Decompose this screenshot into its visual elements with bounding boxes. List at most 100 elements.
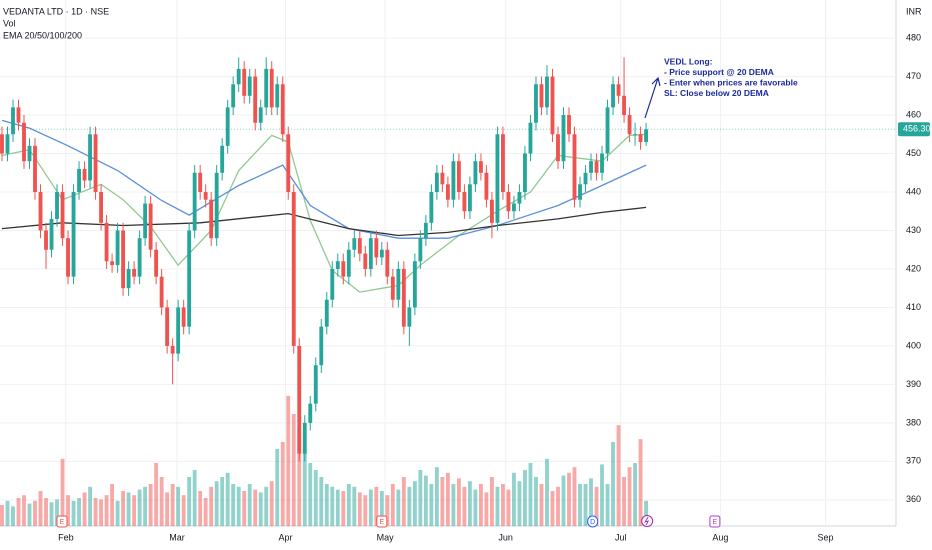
- candle-body: [44, 230, 48, 250]
- volume-bar: [187, 477, 192, 526]
- volume-bar: [445, 472, 450, 526]
- volume-bar: [225, 472, 230, 526]
- candle-body: [38, 192, 43, 231]
- candle-body: [324, 299, 329, 327]
- event-marker: [587, 515, 599, 528]
- y-tick-label: 460: [906, 109, 921, 119]
- candle-body: [534, 84, 538, 123]
- ema-lines: [1, 119, 647, 293]
- candle-body: [517, 192, 522, 204]
- volume-bar: [352, 486, 357, 526]
- candle-body: [490, 199, 494, 223]
- volume-bar: [539, 484, 544, 526]
- split-icon: [644, 516, 650, 526]
- volume-bar: [110, 484, 115, 526]
- volume-bar: [473, 489, 478, 526]
- volume: [0, 395, 648, 526]
- volume-bar: [423, 475, 428, 526]
- volume-bar: [374, 486, 379, 526]
- volume-bar: [214, 481, 219, 526]
- candle-body: [308, 403, 313, 423]
- candle-body: [11, 107, 15, 135]
- candle-body: [363, 253, 368, 269]
- volume-bar: [324, 484, 329, 526]
- volume-bar: [126, 492, 131, 526]
- volume-bar: [93, 498, 98, 526]
- candle-body: [440, 172, 445, 185]
- volume-bar: [181, 495, 186, 526]
- volume-bar: [38, 491, 43, 526]
- candle-body: [506, 192, 511, 212]
- indicator-label: Vol: [3, 18, 16, 28]
- candle-body: [385, 249, 390, 277]
- candle-body: [412, 261, 417, 308]
- volume-bar: [429, 484, 434, 526]
- candle-body: [302, 422, 307, 454]
- volume-bar: [269, 481, 274, 526]
- currency: INR: [906, 6, 922, 16]
- volume-bar: [605, 484, 610, 526]
- volume-bar: [495, 486, 500, 526]
- volume-bar: [302, 449, 307, 526]
- volume-bar: [16, 498, 21, 526]
- volume-bar: [0, 505, 4, 526]
- volume-bar: [583, 484, 588, 526]
- volume-bar: [242, 491, 247, 526]
- volume-bar: [264, 486, 269, 526]
- candle-body: [539, 84, 544, 108]
- candle-body: [379, 249, 384, 258]
- volume-bar: [115, 500, 120, 526]
- volume-bar: [121, 491, 126, 526]
- candle-body: [220, 145, 225, 173]
- candle-body: [269, 68, 274, 108]
- x-tick-label: Aug: [712, 532, 728, 542]
- y-tick-label: 450: [906, 148, 921, 158]
- volume-bar: [594, 486, 599, 526]
- y-tick-label: 400: [906, 340, 921, 350]
- candle-body: [22, 122, 26, 162]
- candle-body: [390, 276, 395, 300]
- candle-body: [407, 307, 412, 327]
- candle-body: [445, 184, 450, 200]
- y-tick-label: 420: [906, 263, 921, 273]
- volume-bar: [60, 458, 65, 526]
- candle-body: [638, 134, 643, 142]
- candle-body: [556, 134, 560, 162]
- volume-bar: [319, 477, 324, 526]
- volume-bar: [143, 486, 148, 526]
- candle-body: [313, 365, 318, 404]
- candle-body: [49, 218, 54, 250]
- candle-body: [264, 68, 269, 108]
- volume-bar: [66, 495, 70, 526]
- annotation-text: SL: Close below 20 DEMA: [664, 88, 769, 98]
- candle-body: [423, 222, 428, 239]
- candle-body: [451, 161, 456, 200]
- candle-body: [99, 192, 103, 223]
- candle-body: [5, 134, 10, 154]
- volume-bar: [346, 484, 351, 526]
- event-marker: [709, 515, 721, 528]
- volume-bar: [104, 495, 109, 526]
- volume-bar: [82, 492, 87, 526]
- candle-body: [247, 76, 252, 96]
- volume-bar: [11, 506, 15, 526]
- candle-body: [77, 168, 81, 193]
- candle-body: [401, 268, 406, 327]
- volume-bar: [379, 491, 384, 526]
- candle-body: [473, 161, 478, 185]
- volume-bar: [330, 486, 335, 526]
- candle-body: [550, 76, 555, 135]
- volume-bar: [5, 500, 10, 526]
- event-label: E: [379, 519, 384, 526]
- candle-body: [396, 268, 401, 300]
- volume-bar: [368, 489, 373, 526]
- volume-bar: [578, 484, 582, 526]
- candles: [0, 57, 648, 462]
- annotation-arrow: [644, 76, 661, 119]
- x-tick-label: Jun: [498, 532, 513, 542]
- candle-body: [501, 134, 505, 193]
- volume-bar: [247, 484, 252, 526]
- volume-bar: [633, 463, 637, 526]
- ema-line: [1, 206, 647, 237]
- volume-bar: [572, 467, 577, 526]
